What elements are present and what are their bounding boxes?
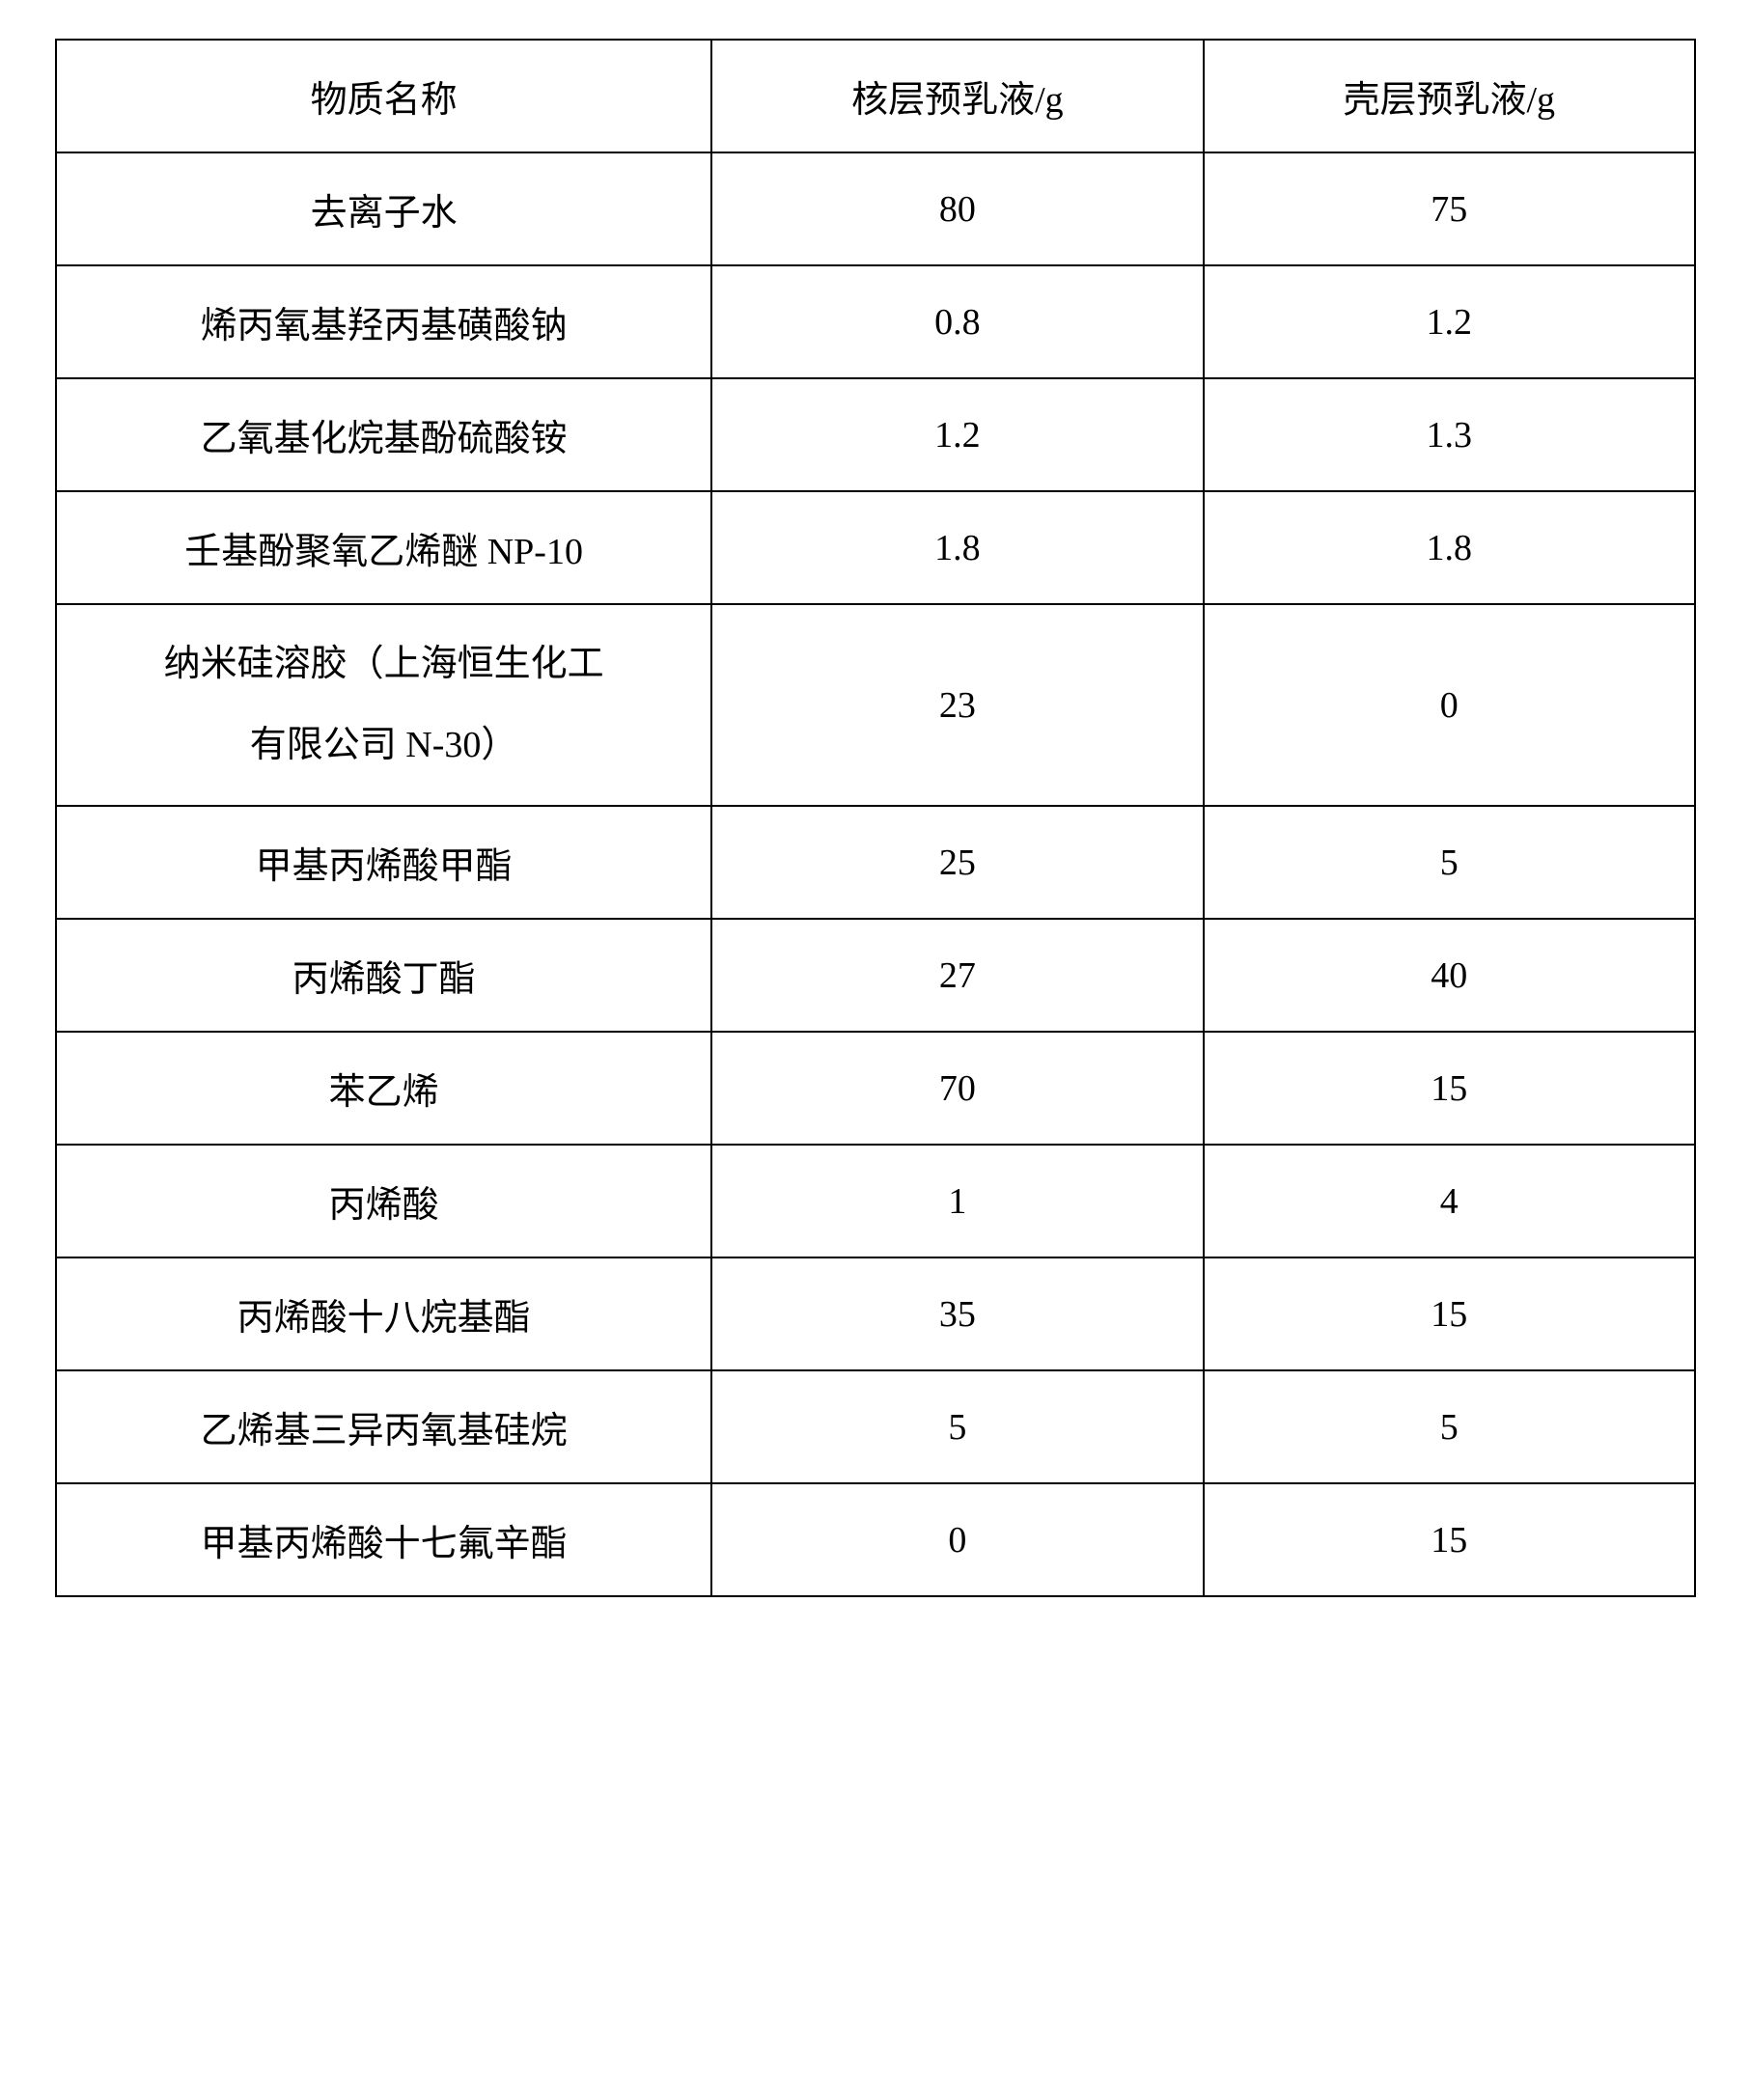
cell-core-value: 23 [711,604,1203,806]
cell-core-value: 70 [711,1032,1203,1145]
cell-core-value: 5 [711,1370,1203,1483]
cell-core-value: 27 [711,919,1203,1032]
cell-shell-value: 40 [1204,919,1695,1032]
cell-core-value: 0.8 [711,265,1203,378]
cell-shell-value: 5 [1204,806,1695,919]
cell-shell-value: 5 [1204,1370,1695,1483]
cell-substance-name: 丙烯酸十八烷基酯 [56,1257,711,1370]
cell-shell-value: 15 [1204,1257,1695,1370]
table-row: 纳米硅溶胶（上海恒生化工有限公司 N-30）230 [56,604,1695,806]
cell-shell-value: 15 [1204,1483,1695,1596]
emulsion-composition-table: 物质名称 核层预乳液/g 壳层预乳液/g 去离子水8075烯丙氧基羟丙基磺酸钠0… [55,39,1696,1597]
cell-core-value: 0 [711,1483,1203,1596]
table-row: 乙氧基化烷基酚硫酸铵1.21.3 [56,378,1695,491]
column-header-core-emulsion: 核层预乳液/g [711,40,1203,152]
table-row: 苯乙烯7015 [56,1032,1695,1145]
cell-shell-value: 0 [1204,604,1695,806]
cell-shell-value: 15 [1204,1032,1695,1145]
cell-core-value: 35 [711,1257,1203,1370]
table-container: 物质名称 核层预乳液/g 壳层预乳液/g 去离子水8075烯丙氧基羟丙基磺酸钠0… [55,39,1696,1597]
cell-substance-name: 丙烯酸丁酯 [56,919,711,1032]
cell-core-value: 1 [711,1145,1203,1257]
cell-core-value: 80 [711,152,1203,265]
cell-core-value: 1.8 [711,491,1203,604]
column-header-shell-emulsion: 壳层预乳液/g [1204,40,1695,152]
cell-substance-name: 去离子水 [56,152,711,265]
cell-substance-name: 乙烯基三异丙氧基硅烷 [56,1370,711,1483]
table-row: 乙烯基三异丙氧基硅烷55 [56,1370,1695,1483]
cell-substance-name: 甲基丙烯酸甲酯 [56,806,711,919]
cell-shell-value: 4 [1204,1145,1695,1257]
cell-substance-name: 乙氧基化烷基酚硫酸铵 [56,378,711,491]
cell-shell-value: 1.2 [1204,265,1695,378]
cell-substance-name: 甲基丙烯酸十七氟辛酯 [56,1483,711,1596]
table-header-row: 物质名称 核层预乳液/g 壳层预乳液/g [56,40,1695,152]
cell-shell-value: 75 [1204,152,1695,265]
cell-substance-name: 丙烯酸 [56,1145,711,1257]
cell-core-value: 25 [711,806,1203,919]
cell-substance-name: 烯丙氧基羟丙基磺酸钠 [56,265,711,378]
table-row: 丙烯酸14 [56,1145,1695,1257]
cell-substance-name: 纳米硅溶胶（上海恒生化工有限公司 N-30） [56,604,711,806]
cell-shell-value: 1.3 [1204,378,1695,491]
cell-substance-name: 苯乙烯 [56,1032,711,1145]
cell-substance-name: 壬基酚聚氧乙烯醚 NP-10 [56,491,711,604]
table-row: 丙烯酸丁酯2740 [56,919,1695,1032]
table-row: 甲基丙烯酸甲酯255 [56,806,1695,919]
table-row: 壬基酚聚氧乙烯醚 NP-101.81.8 [56,491,1695,604]
cell-shell-value: 1.8 [1204,491,1695,604]
table-row: 去离子水8075 [56,152,1695,265]
table-row: 烯丙氧基羟丙基磺酸钠0.81.2 [56,265,1695,378]
cell-core-value: 1.2 [711,378,1203,491]
table-body: 去离子水8075烯丙氧基羟丙基磺酸钠0.81.2乙氧基化烷基酚硫酸铵1.21.3… [56,152,1695,1596]
table-row: 甲基丙烯酸十七氟辛酯015 [56,1483,1695,1596]
table-row: 丙烯酸十八烷基酯3515 [56,1257,1695,1370]
column-header-substance-name: 物质名称 [56,40,711,152]
